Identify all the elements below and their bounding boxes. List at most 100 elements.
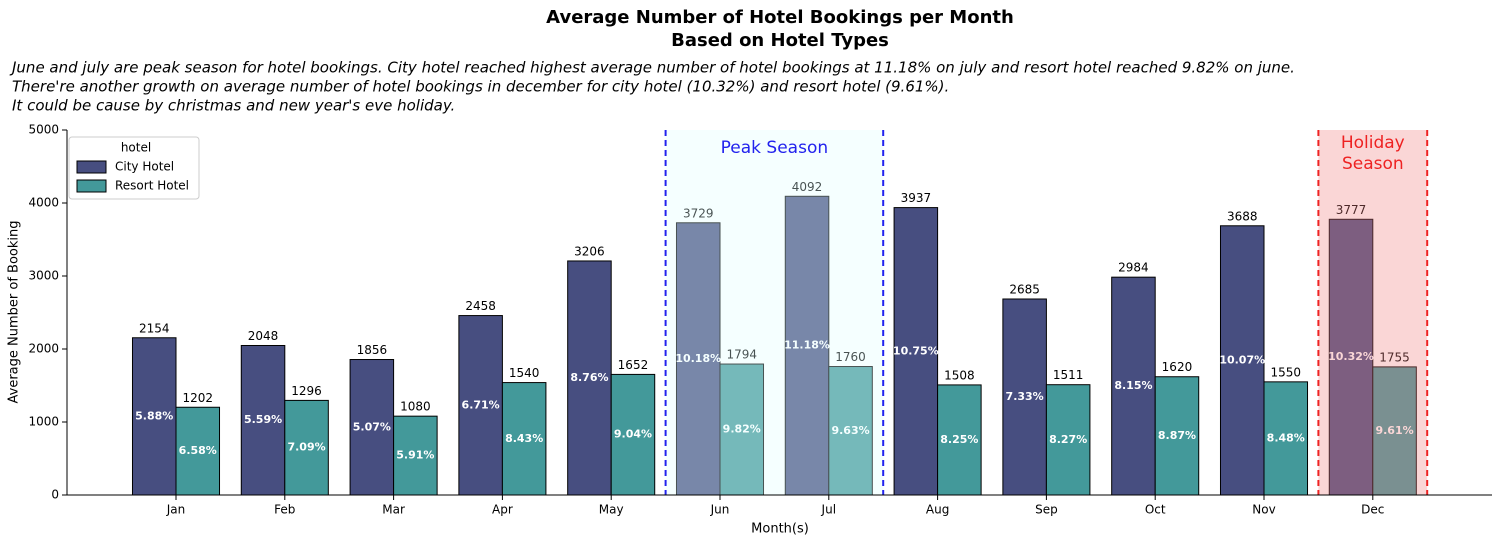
bar bbox=[1328, 218, 1374, 496]
bar bbox=[1002, 298, 1047, 496]
x-tick-label: Dec bbox=[1361, 503, 1384, 517]
bar bbox=[175, 406, 221, 496]
x-tick-label: Feb bbox=[274, 503, 295, 517]
bar bbox=[937, 384, 982, 496]
share-label: 11.18% bbox=[784, 339, 830, 352]
legend-swatch bbox=[76, 160, 107, 174]
x-tick-label: Nov bbox=[1252, 503, 1275, 517]
share-label: 6.71% bbox=[462, 398, 500, 411]
share-label: 9.82% bbox=[723, 423, 761, 436]
value-label: 1080 bbox=[400, 400, 431, 414]
value-label: 1652 bbox=[618, 358, 649, 372]
share-label: 8.43% bbox=[505, 432, 543, 445]
share-label: 8.15% bbox=[1114, 379, 1152, 392]
x-axis-label: Month(s) bbox=[751, 522, 809, 537]
share-label: 9.61% bbox=[1375, 424, 1413, 437]
share-label: 8.76% bbox=[570, 371, 608, 384]
value-label: 1508 bbox=[944, 368, 975, 382]
chart-title: Based on Hotel Types bbox=[671, 30, 889, 51]
x-tick-label: Oct bbox=[1145, 503, 1166, 517]
value-label: 2048 bbox=[248, 329, 279, 343]
span-area bbox=[1318, 130, 1428, 495]
bar bbox=[1111, 276, 1156, 496]
x-tick-label: Sep bbox=[1035, 503, 1058, 517]
span-area bbox=[665, 130, 884, 495]
value-label: 3206 bbox=[574, 244, 605, 258]
value-label: 1296 bbox=[291, 384, 322, 398]
bar bbox=[719, 363, 765, 496]
value-label: 1202 bbox=[182, 391, 213, 405]
y-tick-label: 3000 bbox=[28, 269, 59, 283]
value-label: 3729 bbox=[683, 206, 714, 220]
bar bbox=[458, 315, 503, 496]
bar bbox=[784, 195, 830, 496]
share-label: 10.07% bbox=[1219, 353, 1265, 366]
subtitle: It could be cause by christmas and new y… bbox=[12, 97, 455, 115]
legend-label: City Hotel bbox=[115, 160, 174, 174]
value-label: 1540 bbox=[509, 366, 540, 380]
bar bbox=[610, 373, 656, 496]
x-tick-label: Aug bbox=[926, 503, 949, 517]
x-tick-label: May bbox=[599, 503, 624, 517]
y-tick-label: 2000 bbox=[28, 342, 59, 356]
value-label: 2458 bbox=[465, 299, 496, 313]
share-label: 5.91% bbox=[396, 449, 434, 462]
share-label: 5.07% bbox=[353, 420, 391, 433]
share-label: 10.32% bbox=[1328, 350, 1374, 363]
value-label: 4092 bbox=[792, 180, 823, 194]
y-axis-label: Average Number of Booking bbox=[7, 221, 22, 404]
y-tick-label: 1000 bbox=[28, 415, 59, 429]
share-label: 8.25% bbox=[940, 433, 978, 446]
share-label: 10.75% bbox=[893, 344, 939, 357]
value-label: 1794 bbox=[726, 348, 757, 362]
share-label: 6.58% bbox=[179, 444, 217, 457]
x-tick-label: Jul bbox=[821, 503, 836, 517]
share-label: 8.87% bbox=[1158, 429, 1196, 442]
bar bbox=[1045, 384, 1091, 496]
y-tick-label: 4000 bbox=[28, 196, 59, 210]
bar bbox=[284, 399, 329, 496]
share-label: 10.18% bbox=[675, 352, 721, 365]
x-tick-label: Jun bbox=[710, 503, 730, 517]
subtitle: June and july are peak season for hotel … bbox=[9, 59, 1295, 77]
legend-title: hotel bbox=[121, 141, 151, 155]
share-label: 9.63% bbox=[831, 424, 869, 437]
share-label: 5.59% bbox=[244, 413, 282, 426]
bar bbox=[1263, 381, 1309, 496]
x-tick-label: Mar bbox=[382, 503, 405, 517]
share-label: 9.04% bbox=[614, 428, 652, 441]
span-label: Holiday bbox=[1341, 133, 1405, 153]
value-label: 1511 bbox=[1053, 368, 1084, 382]
bar bbox=[893, 207, 939, 496]
value-label: 2984 bbox=[1118, 261, 1149, 275]
value-label: 3937 bbox=[901, 191, 932, 205]
value-label: 2154 bbox=[139, 321, 170, 335]
bar bbox=[501, 382, 547, 496]
y-tick-label: 5000 bbox=[28, 123, 59, 137]
share-label: 7.09% bbox=[287, 441, 325, 454]
legend-label: Resort Hotel bbox=[115, 179, 189, 193]
bar bbox=[1154, 376, 1200, 496]
span-label: Season bbox=[1342, 154, 1404, 174]
bar bbox=[1219, 225, 1265, 496]
bar bbox=[393, 415, 438, 496]
bar bbox=[675, 222, 721, 496]
value-label: 1760 bbox=[835, 350, 866, 364]
legend-swatch bbox=[76, 179, 107, 193]
x-tick-label: Apr bbox=[492, 503, 513, 517]
subtitle: There're another growth on average numbe… bbox=[12, 78, 949, 96]
chart-title: Average Number of Hotel Bookings per Mon… bbox=[546, 7, 1014, 28]
value-label: 3777 bbox=[1336, 203, 1367, 217]
value-label: 1620 bbox=[1162, 360, 1193, 374]
share-label: 7.33% bbox=[1006, 390, 1044, 403]
value-label: 1755 bbox=[1379, 350, 1410, 364]
value-label: 1550 bbox=[1270, 365, 1301, 379]
value-label: 2685 bbox=[1009, 282, 1040, 296]
share-label: 8.48% bbox=[1267, 431, 1305, 444]
span-label: Peak Season bbox=[721, 138, 828, 158]
value-label: 1856 bbox=[357, 343, 388, 357]
y-tick-label: 0 bbox=[51, 488, 59, 502]
bar bbox=[567, 260, 612, 496]
